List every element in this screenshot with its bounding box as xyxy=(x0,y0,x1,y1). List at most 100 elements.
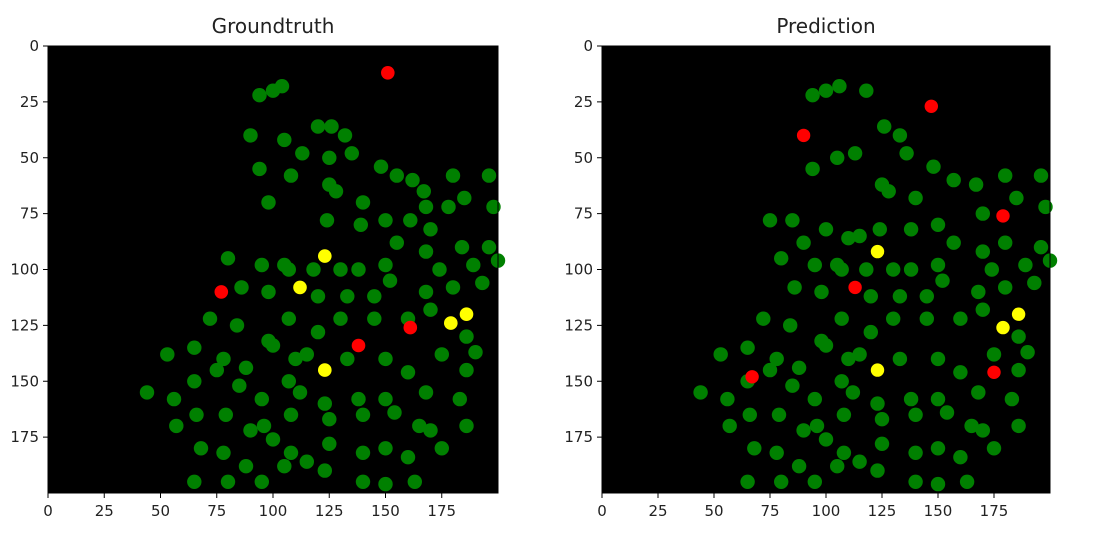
green-blob xyxy=(693,385,708,400)
green-blob xyxy=(189,407,204,422)
green-blob xyxy=(805,88,820,103)
green-blob xyxy=(454,240,470,255)
green-blob xyxy=(277,459,292,474)
green-blob xyxy=(277,132,292,148)
green-blob xyxy=(344,146,359,161)
yellow-blob xyxy=(870,363,885,377)
yellow-blob xyxy=(318,363,332,377)
green-blob xyxy=(139,385,155,400)
green-blob xyxy=(378,351,393,367)
green-blob xyxy=(317,463,332,478)
green-blob xyxy=(872,222,887,237)
green-blob xyxy=(836,445,852,460)
green-blob xyxy=(818,338,834,353)
green-blob xyxy=(998,280,1013,295)
x-tick-label: 75 xyxy=(207,502,226,520)
green-blob xyxy=(187,474,202,489)
green-blob xyxy=(847,146,863,161)
green-blob xyxy=(481,168,497,183)
green-blob xyxy=(787,280,802,295)
green-blob xyxy=(785,378,800,393)
green-blob xyxy=(405,172,420,188)
green-blob xyxy=(292,385,308,400)
green-blob xyxy=(283,168,299,183)
green-blob xyxy=(252,88,267,103)
green-blob xyxy=(791,360,807,375)
green-blob xyxy=(216,351,231,367)
green-blob xyxy=(935,273,950,288)
green-blob xyxy=(299,347,314,362)
green-blob xyxy=(281,262,296,277)
y-tick-label: 50 xyxy=(574,149,593,167)
y-tick-label: 125 xyxy=(10,316,39,334)
red-blob xyxy=(745,370,759,384)
red-blob xyxy=(924,99,938,114)
green-blob xyxy=(783,318,798,333)
green-blob xyxy=(418,244,434,259)
green-blob xyxy=(295,146,310,161)
green-blob xyxy=(740,474,755,489)
panel-title: Prediction xyxy=(776,14,875,38)
green-blob xyxy=(355,445,371,460)
green-blob xyxy=(209,362,224,378)
green-blob xyxy=(459,418,474,434)
green-blob xyxy=(265,432,281,447)
groundtruth-panel: Groundtruth 0 25 50 75 100 125 150 175 0 25 50 75 1… xyxy=(10,14,506,520)
green-blob xyxy=(310,119,326,134)
green-blob xyxy=(367,311,382,326)
green-blob xyxy=(423,222,438,237)
green-blob xyxy=(1004,391,1020,407)
yellow-blob xyxy=(444,316,458,330)
blob-layer xyxy=(693,79,1058,492)
green-blob xyxy=(418,284,434,300)
green-blob xyxy=(324,119,339,134)
green-blob xyxy=(202,311,218,326)
green-blob xyxy=(919,289,934,304)
yellow-blob xyxy=(996,320,1010,335)
green-blob xyxy=(288,351,303,367)
green-blob xyxy=(791,459,807,474)
green-blob xyxy=(481,240,497,255)
green-blob xyxy=(953,450,968,465)
green-blob xyxy=(796,423,811,438)
green-blob xyxy=(229,318,245,333)
green-blob xyxy=(998,235,1013,250)
green-blob xyxy=(814,284,829,300)
green-blob xyxy=(378,441,393,456)
green-blob xyxy=(892,128,908,143)
green-blob xyxy=(1033,168,1049,183)
y-tick-label: 175 xyxy=(564,428,593,446)
green-blob xyxy=(774,251,789,266)
green-blob xyxy=(908,190,923,206)
green-blob xyxy=(852,347,867,362)
green-blob xyxy=(333,311,348,326)
x-tick-label: 25 xyxy=(648,502,667,520)
x-tick-label: 150 xyxy=(924,502,953,520)
yellow-blob xyxy=(870,244,885,259)
green-blob xyxy=(818,83,834,98)
green-blob xyxy=(877,119,892,134)
green-blob xyxy=(351,262,366,277)
green-blob xyxy=(187,374,202,389)
x-tick-label: 100 xyxy=(259,502,288,520)
green-blob xyxy=(310,289,326,304)
y-tick-label: 125 xyxy=(564,316,593,334)
x-tick-label: 0 xyxy=(43,502,53,520)
green-blob xyxy=(432,262,447,277)
green-blob xyxy=(886,262,901,277)
green-blob xyxy=(762,213,778,228)
green-blob xyxy=(903,262,919,277)
green-blob xyxy=(441,199,456,215)
green-blob xyxy=(353,217,368,232)
green-blob xyxy=(946,172,961,188)
green-blob xyxy=(220,251,236,266)
plot-background xyxy=(48,46,498,493)
green-blob xyxy=(1020,345,1035,360)
green-blob xyxy=(328,184,344,199)
x-tick-label: 50 xyxy=(151,502,170,520)
green-blob xyxy=(1009,190,1024,206)
green-blob xyxy=(1038,199,1053,215)
green-blob xyxy=(986,441,1002,456)
y-tick-label: 150 xyxy=(10,372,39,390)
green-blob xyxy=(796,235,811,250)
